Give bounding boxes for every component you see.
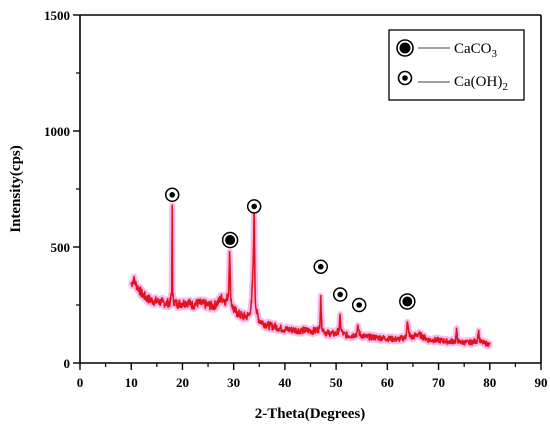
x-tick-label: 80 xyxy=(483,375,496,390)
y-ticks: 0 500 1000 1500 xyxy=(44,8,80,371)
peak-marker-inner xyxy=(402,296,413,307)
peak-marker-caoh2 xyxy=(332,287,348,302)
x-tick-label: 10 xyxy=(125,375,138,390)
peak-marker-inner xyxy=(169,192,175,198)
peak-marker-caco3 xyxy=(221,231,239,249)
x-tick-label: 20 xyxy=(176,375,189,390)
y-tick-label: 0 xyxy=(64,356,71,371)
legend-caco3-label: CaCO3 xyxy=(454,41,498,60)
peak-marker-caoh2 xyxy=(313,259,328,274)
x-ticks: 0 10 20 30 40 50 60 70 80 90 xyxy=(77,363,548,390)
x-tick-label: 70 xyxy=(432,375,445,390)
series-layer xyxy=(128,202,493,350)
peak-marker-inner xyxy=(356,302,362,308)
peak-marker-inner xyxy=(225,235,236,246)
peak-marker-caoh2 xyxy=(351,297,367,313)
legend-item-caoh2: Ca(OH)2 xyxy=(397,70,508,93)
peak-marker-inner xyxy=(337,291,344,298)
legend-caco3-marker-inner xyxy=(399,42,411,54)
series-line xyxy=(130,204,491,348)
x-tick-label: 0 xyxy=(77,375,84,390)
y-tick-label: 1000 xyxy=(44,124,70,139)
legend-item-caco3: CaCO3 xyxy=(396,39,498,60)
x-tick-label: 60 xyxy=(381,375,394,390)
y-axis-title: Intensity(cps) xyxy=(8,145,24,233)
peak-marker-inner xyxy=(317,263,324,270)
y-tick-label: 1500 xyxy=(44,8,70,23)
peak-marker-caco3 xyxy=(399,293,416,310)
y-tick-label: 500 xyxy=(51,240,71,255)
peak-marker-caoh2 xyxy=(164,187,180,203)
legend-box xyxy=(388,29,525,101)
series-glow xyxy=(128,202,493,350)
x-tick-label: 90 xyxy=(535,375,548,390)
legend-caoh2-label: Ca(OH)2 xyxy=(454,74,508,93)
x-axis-title: 2-Theta(Degrees) xyxy=(255,406,366,422)
legend: CaCO3 Ca(OH)2 xyxy=(388,29,525,101)
peak-marker-inner xyxy=(251,203,257,210)
x-tick-label: 40 xyxy=(278,375,291,390)
x-tick-label: 50 xyxy=(330,375,343,390)
peak-markers xyxy=(164,187,416,313)
peak-marker-caoh2 xyxy=(246,199,262,214)
legend-caoh2-marker-inner xyxy=(402,75,408,81)
x-tick-label: 30 xyxy=(227,375,240,390)
